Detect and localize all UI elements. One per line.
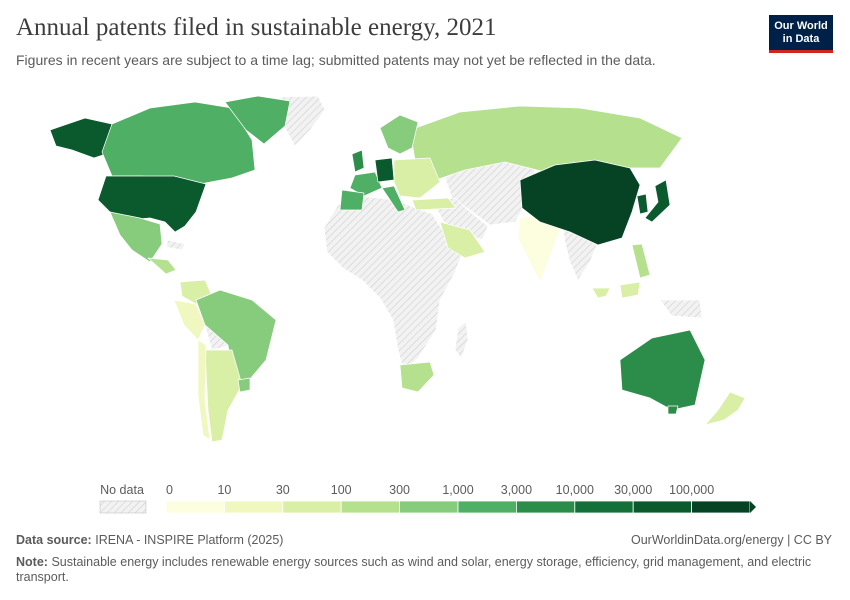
map-region-spain[interactable] (339, 189, 365, 211)
legend-tick-label-7: 10,000 (556, 483, 594, 497)
map-region-brazil[interactable] (195, 289, 277, 386)
map-region-peru[interactable] (173, 299, 206, 341)
legend-tick-label-4: 300 (389, 483, 410, 497)
logo-line-2: in Data (782, 33, 820, 45)
legend-swatch-9[interactable] (691, 500, 751, 514)
legend-swatch-2[interactable] (282, 500, 342, 514)
data-source-label: Data source: (16, 533, 92, 547)
map-region-uruguay[interactable] (237, 377, 251, 393)
map-region-france[interactable] (349, 171, 383, 197)
note-text: Sustainable energy includes renewable en… (16, 555, 812, 584)
legend-swatch-1[interactable] (223, 500, 284, 514)
data-source-link[interactable]: IRENA - INSPIRE Platform (2025) (95, 533, 284, 547)
legend-tick-label-9: 100,000 (669, 483, 714, 497)
map-region-united-kingdom[interactable] (351, 149, 365, 173)
map-region-korea[interactable] (636, 193, 649, 215)
map-region-australia[interactable] (619, 329, 706, 411)
chart-title: Annual patents filed in sustainable ener… (16, 14, 497, 41)
data-source: Data source: IRENA - INSPIRE Platform (2… (16, 533, 283, 547)
legend-swatch-6[interactable] (516, 500, 576, 514)
legend-no-data-label: No data (100, 483, 144, 497)
legend-tick-label-0: 0 (166, 483, 173, 497)
logo-line-1: Our World (774, 20, 828, 32)
map-region-saudi-arabia[interactable] (439, 221, 486, 259)
map-region-turkey[interactable] (411, 197, 457, 211)
legend: No data 0 10 30 100 300 1,000 3,000 10,000 30,00… (99, 483, 756, 514)
credit-link[interactable]: OurWorldinData.org/energy | CC BY (630, 533, 832, 547)
map-region-philippines[interactable] (631, 243, 651, 279)
legend-no-data-swatch[interactable] (99, 500, 147, 514)
map-region-south-africa[interactable] (399, 361, 435, 393)
map-region-caribbean[interactable] (165, 239, 186, 251)
map-region-central-america[interactable] (147, 257, 177, 275)
note-label: Note: (16, 555, 48, 569)
legend-tick-label-5: 1,000 (442, 483, 473, 497)
legend-swatch-0[interactable] (165, 500, 225, 514)
legend-swatch-4[interactable] (399, 500, 459, 514)
map-region-china[interactable] (519, 159, 641, 246)
legend-swatch-3[interactable] (340, 500, 401, 514)
legend-tick-label-6: 3,000 (501, 483, 532, 497)
map-region-africa[interactable] (323, 195, 466, 373)
chart-subtitle: Figures in recent years are subject to a… (16, 52, 656, 68)
map-region-chile[interactable] (197, 339, 211, 441)
map-region-tasmania[interactable] (667, 405, 679, 415)
map-region-png[interactable] (659, 299, 703, 319)
legend-end-arrow (750, 501, 756, 513)
map-region-canada[interactable] (101, 101, 256, 185)
legend-tick-label-8: 30,000 (614, 483, 652, 497)
legend-swatch-7[interactable] (574, 500, 634, 514)
map-region-argentina[interactable] (204, 349, 243, 443)
map-region-eastern-europe[interactable] (393, 157, 441, 199)
map-region-japan[interactable] (644, 179, 671, 223)
map-region-madagascar[interactable] (454, 321, 469, 359)
map-region-mexico[interactable] (109, 211, 163, 263)
map-region-new-zealand[interactable] (704, 391, 746, 426)
legend-tick-label-3: 100 (331, 483, 352, 497)
map-region-germany[interactable] (374, 157, 395, 183)
chart-note: Note: Sustainable energy includes renewa… (16, 555, 816, 585)
map-region-italy[interactable] (381, 185, 406, 213)
map-region-nordics[interactable] (379, 114, 419, 155)
map-region-indonesia[interactable] (591, 281, 641, 299)
legend-swatch-5[interactable] (457, 500, 517, 514)
legend-tick-label-2: 30 (276, 483, 290, 497)
legend-tick-label-1: 10 (217, 483, 231, 497)
map-region-greenland[interactable] (224, 95, 291, 145)
owid-logo[interactable]: Our World in Data (769, 15, 833, 53)
legend-swatch-8[interactable] (632, 500, 693, 514)
world-map (49, 95, 746, 443)
